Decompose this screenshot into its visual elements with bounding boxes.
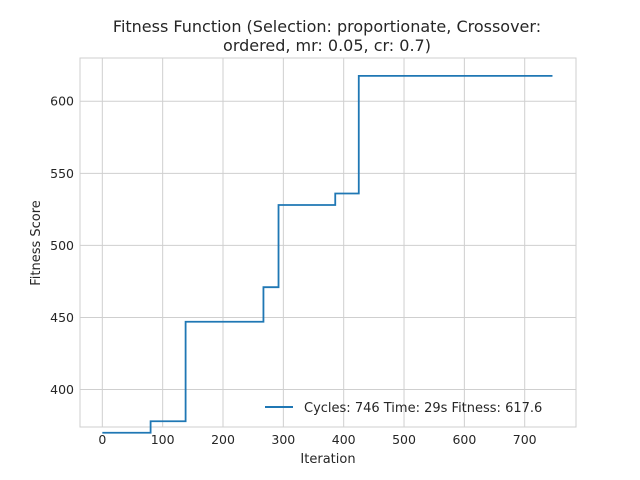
- y-ticks: 400 450 500 550 600: [50, 94, 74, 397]
- y-axis-label: Fitness Score: [29, 200, 44, 286]
- plot-frame: [79, 57, 577, 428]
- x-tick-label: 400: [332, 432, 356, 447]
- x-tick-label: 700: [513, 432, 537, 447]
- y-tick-label: 600: [50, 94, 74, 109]
- chart-title-line-1: Fitness Function (Selection: proportiona…: [113, 17, 541, 36]
- y-tick-label: 500: [50, 238, 74, 253]
- x-tick-label: 200: [211, 432, 235, 447]
- x-ticks: 0 100 200 300 400 500 600 700: [98, 432, 536, 447]
- y-tick-label: 550: [50, 166, 74, 181]
- x-tick-label: 300: [271, 432, 295, 447]
- x-tick-label: 500: [392, 432, 416, 447]
- x-tick-label: 0: [98, 432, 106, 447]
- y-tick-label: 400: [50, 382, 74, 397]
- legend-entry-label: Cycles: 746 Time: 29s Fitness: 617.6: [304, 401, 542, 416]
- x-tick-label: 600: [452, 432, 476, 447]
- x-axis-label: Iteration: [300, 452, 355, 467]
- legend: Cycles: 746 Time: 29s Fitness: 617.6: [265, 401, 542, 416]
- chart-title-line-2: ordered, mr: 0.05, cr: 0.7): [223, 36, 431, 55]
- series-layer: [102, 74, 553, 434]
- x-tick-label: 100: [151, 432, 175, 447]
- y-tick-label: 450: [50, 310, 74, 325]
- grid: [80, 58, 576, 427]
- series-line-0: [102, 74, 553, 434]
